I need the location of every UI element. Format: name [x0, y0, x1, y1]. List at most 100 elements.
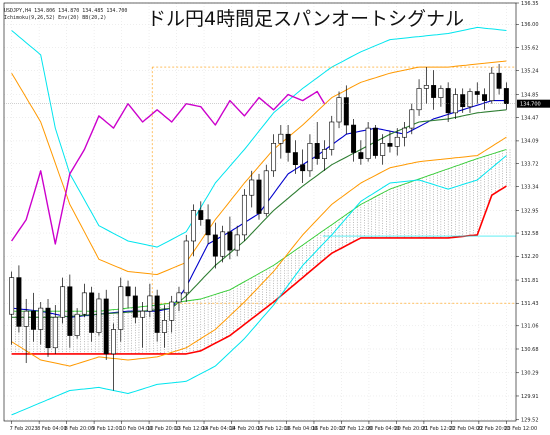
candle-body: [387, 143, 393, 147]
candle-body: [329, 121, 335, 150]
candle-body: [438, 88, 444, 98]
y-tick-label: 134.09: [521, 139, 539, 145]
candle-body: [45, 307, 51, 349]
level-lines: [151, 66, 516, 304]
last-price-box: [517, 99, 550, 108]
y-tick-label: 131.06: [521, 324, 539, 330]
y-tick-label: 131.43: [521, 301, 539, 307]
candle-body: [234, 234, 240, 251]
x-tick-label: 14 Feb 04:00: [202, 426, 235, 432]
candle-body: [300, 164, 306, 172]
candle-body: [336, 97, 342, 123]
candle-body: [394, 136, 400, 147]
candle-body: [132, 295, 138, 318]
candle-body: [307, 143, 313, 172]
candle-body: [416, 88, 422, 111]
y-tick-label: 130.29: [521, 371, 539, 377]
candle-body: [161, 320, 167, 333]
candle-body: [205, 219, 211, 236]
candle-body: [351, 124, 357, 153]
candle-body: [321, 149, 327, 159]
candle-body: [118, 286, 124, 330]
candle-body: [191, 210, 197, 242]
candle-body: [343, 97, 349, 126]
x-tick-label: 16 Feb 20:00: [312, 426, 345, 432]
candle-body: [489, 72, 495, 101]
series-line-bb-lower: [11, 155, 507, 416]
x-tick-label: 7 Feb 2023: [10, 426, 38, 432]
candle-body: [241, 194, 247, 236]
series-line-bb-mid-lower: [11, 136, 507, 367]
candle-body: [358, 152, 364, 159]
candle-body: [125, 286, 131, 297]
x-tick-label: 14 Feb 20:00: [230, 426, 263, 432]
chart-title: ドル円4時間足スパンオートシグナル: [147, 8, 464, 30]
symbol-info-line: USDJPY,H4 134.806 134.870 134.485 134.70…: [4, 8, 127, 14]
x-tick-label: 21 Feb 12:00: [422, 426, 455, 432]
candle-body: [169, 301, 175, 321]
y-tick-label: 129.91: [521, 394, 539, 400]
candle-body: [431, 85, 437, 98]
candle-body: [74, 313, 80, 336]
candle-body: [445, 88, 451, 114]
y-tick-label: 134.85: [521, 92, 539, 98]
candle-body: [89, 292, 95, 333]
candles: [9, 64, 509, 391]
candle-body: [460, 94, 466, 108]
x-tick-label: 15 Feb 12:00: [257, 426, 290, 432]
x-tick-label: 8 Feb 04:00: [37, 426, 67, 432]
candle-body: [278, 133, 284, 144]
y-tick-label: 136.35: [521, 1, 539, 7]
candle-body: [452, 94, 458, 114]
candle-body: [402, 127, 407, 138]
plot-frame: [3, 2, 517, 422]
candle-body: [30, 310, 36, 330]
grid-layer: [4, 2, 516, 421]
x-tick-label: 22 Feb 20:00: [477, 426, 510, 432]
candle-body: [140, 310, 146, 318]
candle-body: [38, 307, 44, 330]
candle-body: [372, 127, 378, 156]
candle-body: [256, 179, 262, 214]
series-line-span-b: [11, 185, 507, 355]
y-tick-label: 129.52: [521, 418, 539, 424]
y-tick-label: 136.00: [521, 22, 539, 28]
candle-body: [81, 292, 87, 315]
candle-body: [147, 295, 153, 312]
candle-body: [52, 316, 58, 349]
candle-body: [365, 127, 371, 159]
candle-body: [198, 210, 204, 220]
candle-body: [9, 277, 15, 315]
candle-body: [409, 109, 415, 129]
candle-body: [314, 143, 320, 159]
candle-body: [467, 91, 473, 108]
candle-body: [263, 170, 269, 214]
candle-body: [474, 91, 480, 95]
y-tick-label: 133.72: [521, 161, 539, 167]
x-tick-label: 10 Feb 20:00: [147, 426, 180, 432]
y-tick-label: 132.20: [521, 254, 539, 260]
axes: 129.52 129.91 130.29 130.68 131.06 131.43 131.…: [3, 1, 550, 432]
y-tick-label: 132.58: [521, 231, 539, 237]
x-tick-label: 9 Feb 12:00: [92, 426, 122, 432]
candle-body: [423, 85, 429, 89]
series-line-bb-mid-upper: [11, 60, 507, 275]
candle-body: [249, 179, 255, 196]
x-tick-label: 16 Feb 04:00: [284, 426, 317, 432]
y-tick-label: 135.62: [521, 45, 539, 51]
candle-body: [271, 143, 277, 172]
candle-body: [292, 152, 298, 166]
y-tick-label: 134.47: [521, 116, 539, 122]
x-tick-label: 13 Feb 12:00: [175, 426, 208, 432]
candle-body: [16, 277, 22, 327]
candle-body: [96, 298, 102, 333]
candle-body: [23, 310, 29, 327]
candle-body: [60, 286, 66, 318]
candle-body: [103, 298, 109, 355]
candle-body: [227, 231, 233, 251]
candle-body: [220, 231, 226, 257]
x-tick-label: 22 Feb 04:00: [449, 426, 482, 432]
candle-body: [67, 286, 73, 336]
